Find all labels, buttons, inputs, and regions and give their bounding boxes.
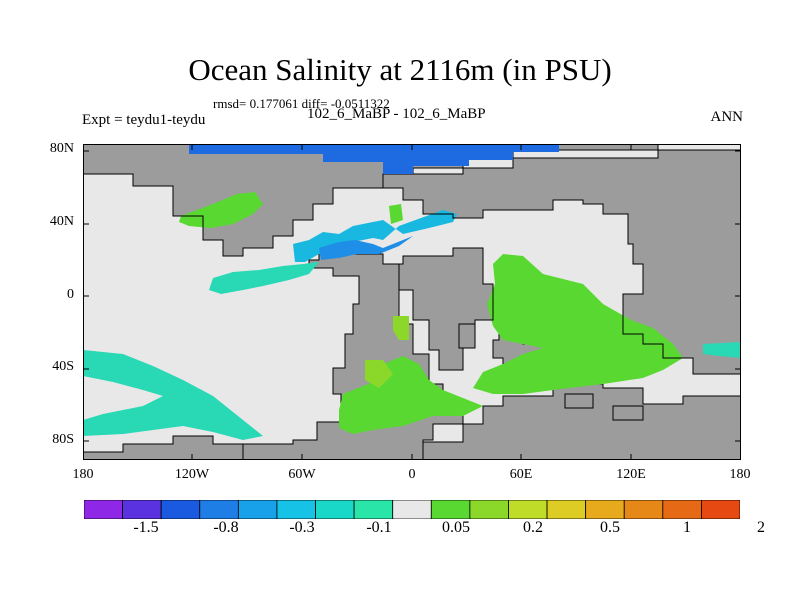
salinity-map — [82, 143, 742, 461]
lon-tick-60w: 60W — [288, 467, 316, 482]
colorbar-label: 1 — [683, 519, 691, 536]
lon-tick-120e: 120E — [616, 467, 646, 482]
lat-tick-80n: 80N — [49, 141, 74, 156]
coastline-africa — [398, 247, 494, 371]
colorbar-swatch — [662, 499, 702, 520]
season-label: ANN — [710, 109, 744, 125]
experiment-label: Expt = teydu1-teydu — [82, 112, 206, 128]
lat-tick-80s: 80S — [52, 432, 74, 447]
colorbar-swatch — [83, 499, 123, 520]
southern-teal-anomaly — [83, 350, 263, 440]
north-pacific-positive-anomaly — [179, 192, 263, 228]
colorbar-swatch — [623, 499, 664, 520]
land-island-3 — [458, 323, 476, 349]
colorbar-swatch — [315, 499, 355, 520]
colorbar-label: -1.5 — [133, 519, 159, 536]
lon-tick-60e: 60E — [509, 467, 533, 482]
colorbar-swatch — [701, 499, 741, 520]
colorbar-swatch — [585, 499, 625, 520]
lon-tick-0: 0 — [408, 467, 416, 482]
south-east-teal-anomaly — [703, 342, 741, 358]
lat-tick-40s: 40S — [52, 359, 74, 374]
colorbar-label: 0.05 — [442, 519, 470, 536]
colorbar-swatch — [546, 499, 587, 520]
south-yellowgreen-anomaly — [365, 360, 393, 388]
colorbar-swatch — [122, 499, 162, 520]
north-atlantic-small-positive — [389, 204, 403, 224]
lon-tick-120w: 120W — [174, 467, 210, 482]
indian-ocean-positive-anomaly — [473, 254, 683, 394]
lon-tick-180w: 180 — [72, 467, 94, 482]
land-antarctica — [82, 435, 244, 461]
lon-tick-180e: 180 — [729, 467, 751, 482]
colorbar-swatch — [353, 499, 394, 520]
arctic-negative-anomaly — [189, 144, 559, 174]
colorbar-label: -0.1 — [366, 519, 392, 536]
colorbar-label: 0.2 — [523, 519, 543, 536]
south-atlantic-positive-anomaly — [339, 356, 483, 434]
axis-ticks — [83, 144, 741, 460]
lat-tick-40n: 40N — [49, 214, 74, 229]
colorbar-swatch — [508, 499, 548, 520]
colorbar-swatch — [469, 499, 509, 520]
colorbar-label: 2 — [757, 519, 765, 536]
coastline-east — [383, 187, 741, 375]
colorbar-label: -0.8 — [213, 519, 239, 536]
land-island-2 — [612, 405, 644, 421]
colorbar-swatch — [392, 499, 432, 520]
central-positive-anomaly — [393, 316, 409, 340]
colorbar-swatch — [199, 499, 239, 520]
coastlines — [83, 173, 741, 375]
colorbar-swatch — [237, 499, 278, 520]
colorbar-label: 0.5 — [600, 519, 620, 536]
colorbar-swatch — [276, 499, 316, 520]
coastline-north — [83, 173, 383, 257]
pacific-equatorial-anomaly — [209, 262, 319, 294]
colorbar — [83, 499, 741, 520]
atlantic-core-anomaly — [319, 236, 413, 260]
land-island-1 — [564, 393, 594, 409]
rmsd-diff-stats: rmsd= 0.177061 diff= -0.0511322 — [213, 96, 390, 111]
plot-title: Ocean Salinity at 2116m (in PSU) — [188, 52, 612, 87]
lat-tick-eq: 0 — [67, 287, 74, 302]
colorbar-swatch — [430, 499, 471, 520]
colorbar-label: -0.3 — [289, 519, 315, 536]
case-comparison: 102_6_MaBP - 102_6_MaBP — [307, 106, 486, 122]
colorbar-swatch — [160, 499, 201, 520]
